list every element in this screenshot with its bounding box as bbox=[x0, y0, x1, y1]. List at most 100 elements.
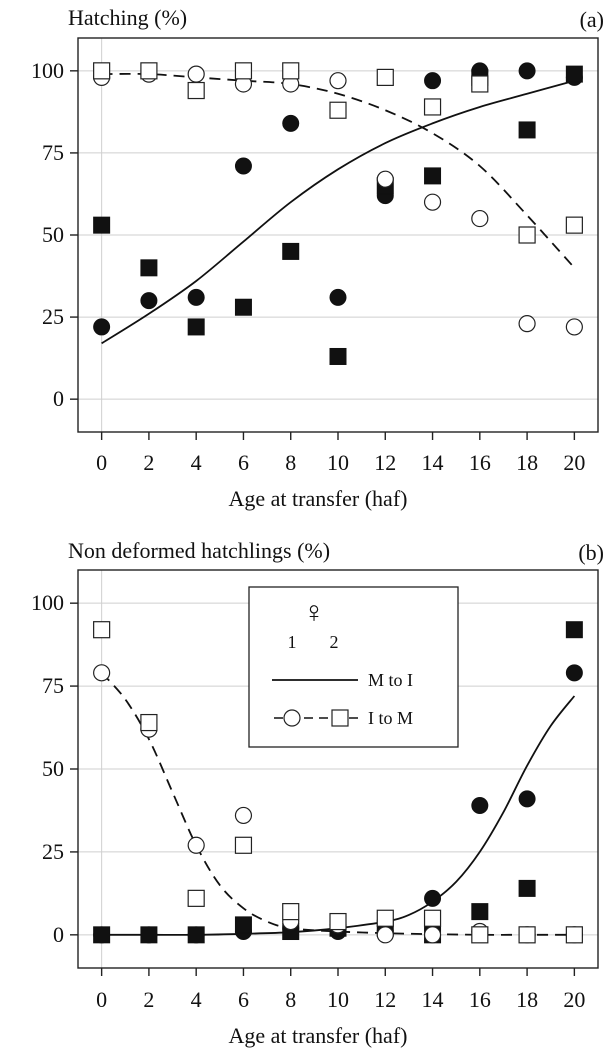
x-tick-label: 0 bbox=[96, 450, 107, 475]
x-tick-label: 4 bbox=[191, 987, 202, 1012]
data-point-open-square bbox=[282, 903, 300, 921]
data-point-filled-square bbox=[187, 318, 205, 336]
data-point-open-circle bbox=[329, 72, 347, 90]
data-point-filled-square bbox=[565, 621, 583, 639]
x-tick-label: 10 bbox=[327, 987, 349, 1012]
data-point-open-square bbox=[471, 75, 489, 93]
legend-open-circle-marker bbox=[283, 709, 301, 727]
data-point-open-circle bbox=[423, 193, 442, 211]
data-point-filled-square bbox=[565, 65, 583, 83]
y-tick-label: 75 bbox=[42, 140, 64, 165]
legend-sex-2: 2 bbox=[330, 632, 339, 652]
legend-box bbox=[248, 586, 459, 748]
x-tick-label: 12 bbox=[374, 450, 396, 475]
data-point-open-square bbox=[140, 62, 158, 80]
x-tick-label: 16 bbox=[469, 987, 491, 1012]
x-axis-label: Age at transfer (haf) bbox=[229, 1023, 408, 1048]
x-tick-label: 6 bbox=[238, 450, 249, 475]
data-point-filled-square bbox=[140, 926, 158, 944]
data-point-filled-square bbox=[424, 167, 442, 185]
data-point-open-square bbox=[518, 226, 536, 244]
x-tick-label: 18 bbox=[516, 987, 538, 1012]
fit-curve-i-to-m bbox=[101, 72, 576, 269]
y-tick-label: 25 bbox=[42, 839, 64, 864]
data-point-filled-square bbox=[282, 242, 300, 260]
data-point-open-circle bbox=[376, 170, 394, 188]
x-tick-label: 16 bbox=[469, 450, 491, 475]
data-point-open-circle bbox=[423, 926, 442, 944]
x-tick-label: 8 bbox=[285, 987, 296, 1012]
x-tick-label: 14 bbox=[422, 987, 444, 1012]
y-tick-label: 100 bbox=[31, 590, 64, 615]
data-point-filled-circle bbox=[424, 72, 442, 90]
data-point-open-circle bbox=[471, 209, 489, 228]
y-tick-label: 50 bbox=[42, 222, 64, 247]
panel-label: (b) bbox=[578, 540, 604, 565]
data-point-open-square bbox=[187, 889, 205, 907]
panel-label: (a) bbox=[580, 7, 604, 32]
data-point-open-square bbox=[376, 909, 394, 927]
data-point-open-circle bbox=[93, 664, 111, 682]
legend: ♀ 1 2 M to I I to M bbox=[248, 586, 459, 748]
data-point-open-square bbox=[329, 912, 347, 931]
data-point-filled-circle bbox=[518, 62, 536, 80]
female-symbol: ♀ bbox=[303, 596, 326, 629]
data-point-open-square bbox=[93, 62, 111, 80]
data-point-filled-circle bbox=[424, 889, 442, 907]
x-tick-label: 14 bbox=[422, 450, 444, 475]
data-point-filled-square bbox=[140, 259, 158, 277]
x-tick-label: 18 bbox=[516, 450, 538, 475]
data-point-filled-circle bbox=[329, 288, 347, 306]
legend-label-m-to-i: M to I bbox=[368, 670, 413, 690]
data-point-filled-circle bbox=[93, 318, 111, 336]
x-tick-label: 0 bbox=[96, 987, 107, 1012]
legend-open-square-marker bbox=[331, 709, 349, 727]
x-tick-label: 12 bbox=[374, 987, 396, 1012]
data-point-open-circle bbox=[187, 65, 205, 83]
fit-curve-m-to-i bbox=[101, 79, 575, 345]
data-point-open-circle bbox=[234, 806, 253, 825]
data-point-open-square bbox=[187, 81, 205, 100]
y-tick-label: 0 bbox=[53, 386, 64, 411]
series-open-square bbox=[93, 62, 583, 244]
data-point-open-square bbox=[471, 926, 489, 944]
data-point-open-square bbox=[565, 926, 583, 944]
series-open-square bbox=[93, 621, 583, 944]
x-tick-label: 4 bbox=[191, 450, 202, 475]
x-tick-label: 2 bbox=[143, 450, 154, 475]
data-point-filled-square bbox=[234, 916, 252, 934]
y-tick-label: 0 bbox=[53, 922, 64, 947]
data-point-filled-square bbox=[471, 903, 489, 921]
data-point-open-square bbox=[565, 216, 583, 234]
x-tick-label: 6 bbox=[238, 987, 249, 1012]
data-point-filled-circle bbox=[282, 114, 300, 132]
x-tick-label: 2 bbox=[143, 987, 154, 1012]
data-point-filled-circle bbox=[565, 664, 583, 682]
chart-title: Non deformed hatchlings (%) bbox=[68, 538, 330, 563]
data-point-filled-square bbox=[187, 926, 205, 944]
data-point-filled-circle bbox=[140, 292, 158, 310]
x-tick-label: 20 bbox=[563, 450, 585, 475]
data-point-filled-square bbox=[518, 121, 536, 139]
data-point-open-circle bbox=[187, 836, 205, 854]
data-point-filled-square bbox=[518, 879, 536, 897]
data-point-filled-square bbox=[93, 926, 111, 944]
data-point-filled-square bbox=[93, 216, 111, 234]
y-tick-label: 75 bbox=[42, 673, 64, 698]
data-point-open-circle bbox=[518, 315, 536, 333]
data-point-open-square bbox=[282, 62, 300, 80]
fit-curve-i-to-m bbox=[100, 672, 575, 936]
data-point-filled-circle bbox=[187, 288, 205, 306]
data-point-open-square bbox=[518, 926, 536, 944]
data-point-open-square bbox=[423, 98, 442, 116]
data-point-filled-square bbox=[329, 347, 347, 365]
data-point-open-square bbox=[376, 68, 394, 87]
y-tick-label: 25 bbox=[42, 304, 64, 329]
data-point-filled-circle bbox=[471, 796, 489, 814]
data-point-filled-square bbox=[234, 298, 252, 316]
data-point-open-square bbox=[329, 101, 347, 119]
data-point-filled-circle bbox=[518, 790, 536, 808]
data-point-open-circle bbox=[565, 318, 583, 336]
